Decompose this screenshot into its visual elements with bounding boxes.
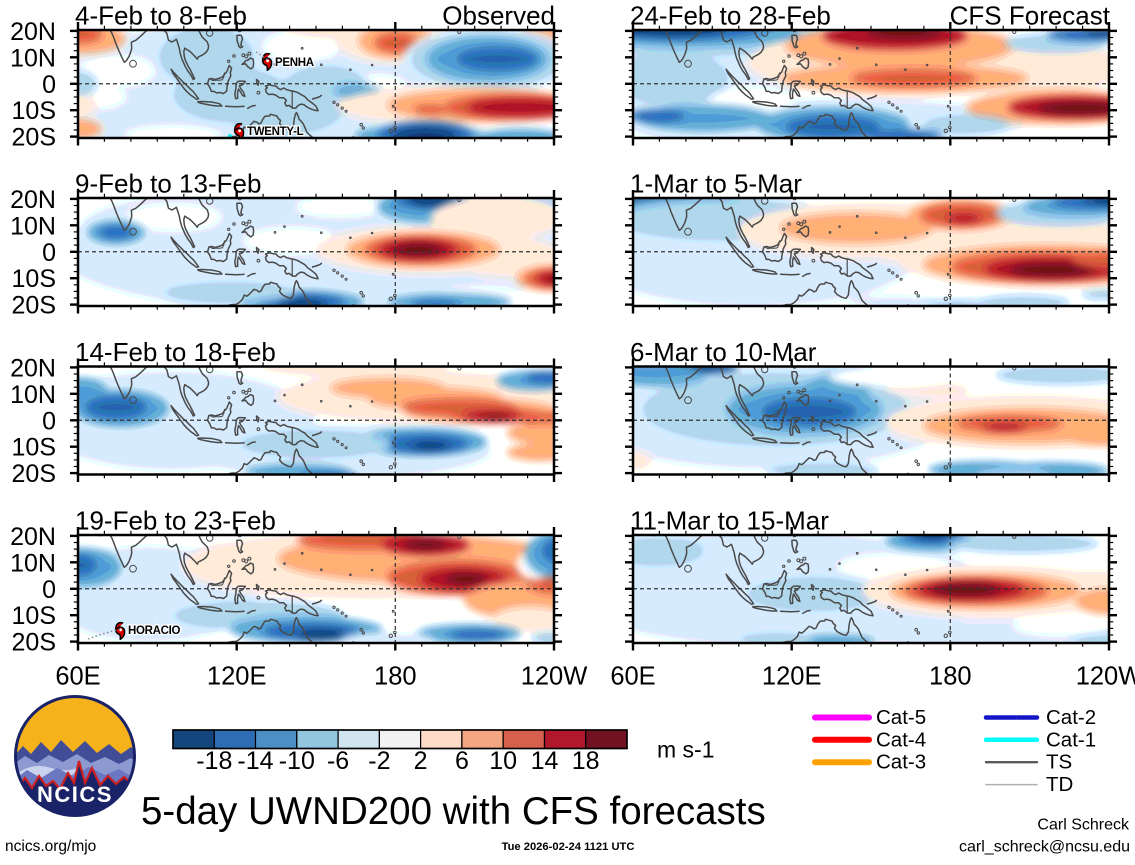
svg-text:0: 0 <box>42 407 56 435</box>
svg-text:60E: 60E <box>55 663 100 691</box>
svg-text:20S: 20S <box>12 460 56 488</box>
svg-text:2: 2 <box>414 747 428 775</box>
svg-text:10S: 10S <box>12 602 56 630</box>
svg-text:TWENTY-L: TWENTY-L <box>247 126 304 138</box>
svg-text:Cat-5: Cat-5 <box>876 706 926 729</box>
svg-text:0: 0 <box>42 71 56 99</box>
svg-text:TS: TS <box>1046 751 1072 774</box>
svg-text:1-Mar to 5-Mar: 1-Mar to 5-Mar <box>630 169 802 199</box>
svg-text:Tue 2026-02-24 1121 UTC: Tue 2026-02-24 1121 UTC <box>502 841 635 853</box>
svg-text:120W: 120W <box>1076 663 1135 691</box>
svg-text:-14: -14 <box>237 747 273 775</box>
svg-text:20N: 20N <box>10 523 56 551</box>
svg-text:carl_schreck@ncsu.edu: carl_schreck@ncsu.edu <box>959 839 1130 856</box>
svg-text:10N: 10N <box>10 381 56 409</box>
svg-text:14: 14 <box>531 747 559 775</box>
svg-text:10: 10 <box>489 747 517 775</box>
svg-text:Observed: Observed <box>442 1 555 31</box>
svg-text:-2: -2 <box>368 747 390 775</box>
svg-text:180: 180 <box>929 663 972 691</box>
svg-text:Cat-4: Cat-4 <box>876 728 926 751</box>
svg-text:-10: -10 <box>279 747 315 775</box>
svg-text:20N: 20N <box>10 18 56 46</box>
svg-text:Cat-1: Cat-1 <box>1046 728 1096 751</box>
svg-text:0: 0 <box>42 576 56 604</box>
svg-text:NCICS: NCICS <box>37 782 113 807</box>
svg-text:5-day UWND200 with CFS forecas: 5-day UWND200 with CFS forecasts <box>141 790 766 833</box>
svg-text:HORACIO: HORACIO <box>128 625 181 637</box>
svg-text:10S: 10S <box>12 434 56 462</box>
svg-text:10N: 10N <box>10 549 56 577</box>
svg-text:Carl Schreck: Carl Schreck <box>1037 817 1130 834</box>
svg-text:18: 18 <box>572 747 600 775</box>
svg-text:9-Feb to 13-Feb: 9-Feb to 13-Feb <box>75 169 261 199</box>
svg-text:20S: 20S <box>12 124 56 152</box>
svg-text:120W: 120W <box>521 663 588 691</box>
svg-text:10N: 10N <box>10 212 56 240</box>
svg-text:11-Mar to 15-Mar: 11-Mar to 15-Mar <box>630 506 829 536</box>
svg-text:Cat-3: Cat-3 <box>876 751 926 774</box>
svg-text:4-Feb to 8-Feb: 4-Feb to 8-Feb <box>75 1 247 31</box>
svg-text:6: 6 <box>455 747 469 775</box>
svg-text:PENHA: PENHA <box>275 57 314 69</box>
svg-text:60E: 60E <box>610 663 655 691</box>
svg-text:TD: TD <box>1046 773 1073 796</box>
svg-text:6-Mar to 10-Mar: 6-Mar to 10-Mar <box>630 337 817 367</box>
svg-text:CFS Forecast: CFS Forecast <box>950 1 1111 31</box>
svg-text:20N: 20N <box>10 186 56 214</box>
svg-text:120E: 120E <box>762 663 822 691</box>
svg-text:19-Feb to 23-Feb: 19-Feb to 23-Feb <box>75 506 276 536</box>
svg-text:20N: 20N <box>10 354 56 382</box>
svg-text:Cat-2: Cat-2 <box>1046 706 1096 729</box>
svg-text:-6: -6 <box>327 747 349 775</box>
svg-text:20S: 20S <box>12 629 56 657</box>
svg-text:120E: 120E <box>207 663 267 691</box>
svg-text:10S: 10S <box>12 97 56 125</box>
svg-text:m s-1: m s-1 <box>657 737 715 763</box>
svg-text:20S: 20S <box>12 292 56 320</box>
svg-text:10S: 10S <box>12 265 56 293</box>
svg-text:180: 180 <box>374 663 417 691</box>
svg-text:24-Feb to 28-Feb: 24-Feb to 28-Feb <box>630 1 831 31</box>
svg-text:ncics.org/mjo: ncics.org/mjo <box>5 838 96 855</box>
svg-text:-18: -18 <box>196 747 232 775</box>
svg-text:0: 0 <box>42 239 56 267</box>
svg-text:10N: 10N <box>10 44 56 72</box>
svg-text:14-Feb to 18-Feb: 14-Feb to 18-Feb <box>75 337 276 367</box>
